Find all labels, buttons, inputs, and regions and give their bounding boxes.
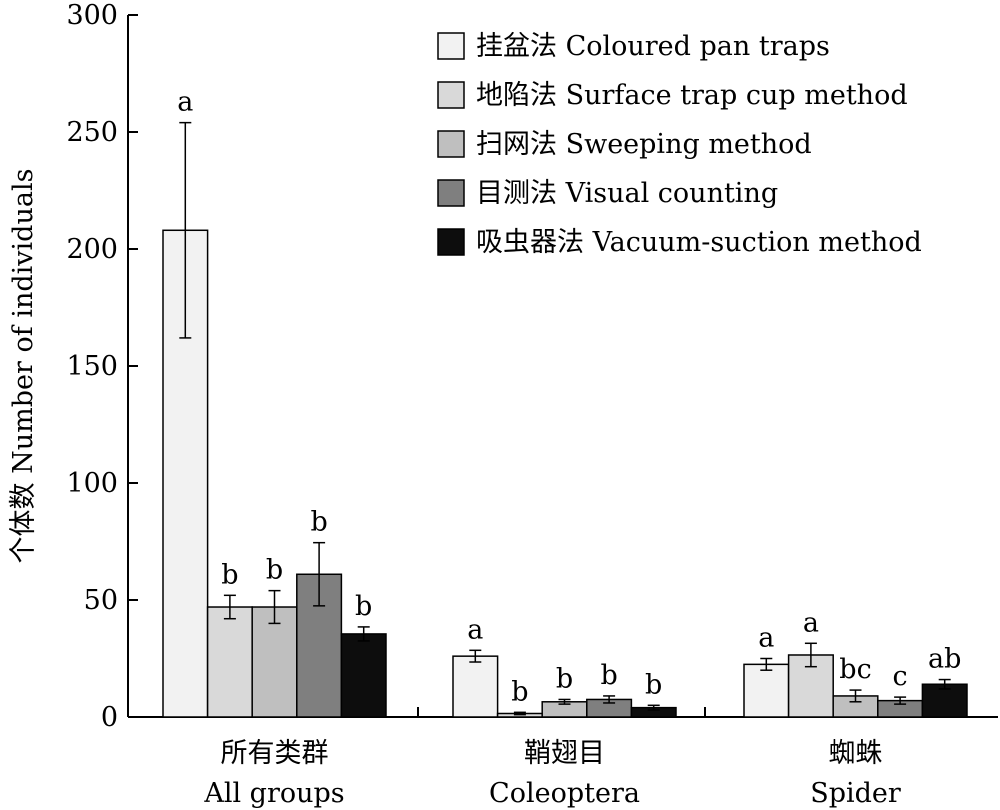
y-tick-label: 50 <box>84 585 118 616</box>
y-tick-label: 250 <box>66 117 118 148</box>
legend-item: 挂盆法 Coloured pan traps <box>437 31 830 62</box>
x-category-label-en: All groups <box>203 778 344 809</box>
significance-letter: b <box>600 660 617 691</box>
significance-letter: b <box>355 591 372 622</box>
y-axis: 0 50 100 150 200 250 300 <box>66 0 138 733</box>
significance-letter: bc <box>839 654 871 685</box>
significance-letter: a <box>758 623 774 654</box>
legend-swatch <box>437 228 465 256</box>
legend-item: 吸虫器法 Vacuum-suction method <box>437 227 922 258</box>
y-tick-label: 300 <box>66 0 118 31</box>
legend-label: 地陷法 Surface trap cup method <box>476 80 908 111</box>
y-ticks: 0 50 100 150 200 250 300 <box>66 0 138 733</box>
legend-label: 挂盆法 Coloured pan traps <box>476 31 830 62</box>
x-category-label-cn: 蜘蛛 <box>829 738 883 769</box>
significance-letter: a <box>177 87 193 118</box>
bar <box>206 606 253 718</box>
legend-swatch <box>437 81 465 109</box>
legend-item: 地陷法 Surface trap cup method <box>437 80 908 111</box>
significance-letter: b <box>266 555 283 586</box>
significance-letter: b <box>645 669 662 700</box>
legend-item: 扫网法 Sweeping method <box>437 129 812 160</box>
bar <box>340 633 387 718</box>
x-category-label-cn: 所有类群 <box>221 738 329 769</box>
significance-letter: a <box>803 607 819 638</box>
x-category-label-en: Coleoptera <box>489 778 640 809</box>
y-tick-label: 100 <box>66 468 118 499</box>
legend-swatch <box>437 179 465 207</box>
legend-label: 扫网法 Sweeping method <box>476 129 812 160</box>
significance-letter: b <box>556 663 573 694</box>
x-ticks <box>417 707 706 717</box>
significance-letter: a <box>467 614 483 645</box>
legend-label: 吸虫器法 Vacuum-suction method <box>476 227 922 258</box>
significance-letter: ab <box>928 644 961 675</box>
significance-letter: b <box>310 507 327 538</box>
x-category-label-cn: 鞘翅目 <box>524 738 605 769</box>
significance-letter: c <box>893 661 908 692</box>
legend-item: 目测法 Visual counting <box>437 178 778 209</box>
x-category-label-en: Spider <box>810 778 901 809</box>
y-tick-label: 200 <box>66 234 118 265</box>
significance-letter: b <box>511 676 528 707</box>
y-tick-label: 0 <box>101 702 118 733</box>
bar <box>743 663 790 718</box>
legend-swatch <box>437 32 465 60</box>
legend: 挂盆法 Coloured pan traps 地陷法 Surface trap c… <box>437 31 922 258</box>
bar <box>452 655 499 718</box>
legend-label: 目测法 Visual counting <box>476 178 778 209</box>
y-tick-label: 150 <box>66 351 118 382</box>
legend-swatch <box>437 130 465 158</box>
y-axis-label: 个体数 Number of individuals <box>8 169 39 564</box>
significance-letter: b <box>221 559 238 590</box>
